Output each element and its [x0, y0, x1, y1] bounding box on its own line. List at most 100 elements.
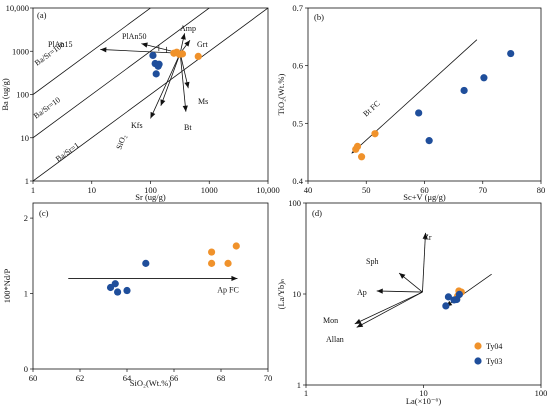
vector-label: Ap [357, 288, 367, 297]
data-point-ty03 [155, 60, 163, 68]
panel-label: (c) [39, 208, 49, 218]
x-axis-label: SiO₂(Wt.%) [130, 378, 172, 388]
legend-label: Ty04 [486, 342, 502, 351]
vector-arrowhead [182, 105, 188, 112]
y-tick-label: 100 [16, 90, 29, 100]
ratio-line-label: Ba/Sr=10 [32, 95, 62, 120]
x-tick-label: 100 [144, 185, 157, 195]
data-point-ty03 [480, 74, 488, 82]
panel-label: (a) [37, 10, 47, 20]
data-point-ty03 [415, 109, 423, 117]
legend-marker-ty03 [474, 357, 482, 365]
y-axis-label: Ba (ug/g) [0, 78, 10, 111]
y-tick-label: 0 [24, 364, 28, 374]
fc-line [351, 39, 478, 154]
x-tick-label: 50 [362, 185, 371, 195]
x-tick-label: 70 [264, 373, 273, 383]
vector-label: Mon [323, 316, 338, 325]
panel-a: 11 10 10 100 100 1000 1000 10,000 10,000 Sr (ug/g… [0, 3, 280, 202]
vector-line [179, 53, 187, 112]
plot-frame [32, 202, 269, 370]
x-tick-label: 62 [76, 373, 85, 383]
vector-label: PlAn50 [122, 32, 146, 41]
vector-label: Ms [198, 97, 208, 106]
data-point-ty04 [194, 52, 202, 61]
vector-line [354, 291, 423, 325]
vector-arrowhead [184, 81, 190, 89]
y-tick-label: 0.5 [292, 118, 303, 128]
data-point-ty04 [224, 259, 232, 267]
legend-marker-ty04 [474, 342, 482, 350]
y-tick-label: 10 [293, 289, 302, 299]
vector-label: PlAn15 [48, 40, 72, 49]
data-point-ty04 [353, 142, 362, 150]
panel-b: 40 50 60 70 80 0.4 0.5 0.6 0.7 Sc+V (μg/g) TiO₂(Wt… [276, 3, 545, 202]
y-tick-label: 0.6 [292, 61, 303, 71]
vector-arrowhead [100, 47, 107, 53]
data-point-ty04 [208, 248, 216, 256]
x-tick-label: 10,000 [256, 185, 279, 195]
x-tick-label: 40 [304, 185, 313, 195]
vector-arrowhead [180, 33, 186, 40]
vector-label: Bt [184, 123, 192, 132]
vector-label: Allan [326, 335, 344, 344]
x-tick-label: 10 [88, 185, 97, 195]
y-tick-label: 2 [24, 213, 28, 223]
fc-label: Bt FC [361, 99, 381, 119]
y-tick-label: 10,000 [6, 3, 29, 13]
vector-line [376, 290, 423, 293]
vector-line [160, 53, 181, 106]
vector-arrowhead [422, 232, 428, 239]
x-tick-label: 60 [420, 185, 429, 195]
data-point-ty03 [111, 280, 119, 288]
vector-arrowhead [376, 288, 383, 294]
vector-line [356, 291, 423, 328]
vector-label: Kfs [131, 121, 143, 130]
data-point-ty03 [152, 70, 160, 78]
vector-arrowhead [184, 40, 190, 47]
x-tick-label: 1 [304, 388, 308, 398]
x-tick-label: 60 [29, 373, 38, 383]
ratio-line-label: Ba/Sr=1 [54, 141, 81, 164]
vector-arrowhead [356, 322, 364, 328]
vector-line [150, 53, 181, 119]
x-tick-label: 70 [479, 185, 488, 195]
x-tick-label: 68 [217, 373, 226, 383]
data-point-ty03 [442, 302, 450, 310]
x-tick-label: 80 [537, 185, 546, 195]
vector-label: SiO₂ [114, 133, 128, 151]
ratio-line [33, 8, 210, 139]
x-tick-label: 100 [535, 388, 548, 398]
vector-line [422, 232, 426, 293]
ratio-line [33, 8, 152, 95]
panel-d: 11 10 10 100 100 La(×10⁻⁶) (La/Yb)ₙ (d) Zr Sph Ap M… [276, 198, 547, 406]
vector-arrowhead [354, 318, 362, 324]
data-point-ty03 [114, 288, 122, 296]
y-tick-label: 1 [25, 176, 29, 186]
panel-c: 60 62 64 66 68 70 0 1 2 SiO₂(Wt.%) 100*Nd/P (c) Ap F… [2, 202, 273, 388]
x-axis-label: Sr (ug/g) [135, 192, 166, 202]
data-point-ty03 [444, 293, 453, 301]
y-axis-label: (La/Yb)ₙ [276, 278, 286, 309]
data-point-ty03 [149, 51, 157, 60]
vector-label: Zr [424, 233, 432, 242]
data-point-ty04 [178, 50, 187, 58]
legend-label: Ty03 [486, 357, 502, 366]
vector-arrowhead [399, 273, 406, 279]
data-point-ty03 [425, 137, 433, 145]
x-tick-label: 66 [170, 373, 179, 383]
x-tick-label: 1000 [201, 185, 218, 195]
data-point-ty03 [142, 259, 150, 267]
ratio-line [33, 8, 268, 181]
x-axis-label: Sc+V (μg/g) [403, 192, 446, 202]
y-tick-label: 1000 [12, 46, 29, 56]
data-point-ty04 [232, 242, 240, 250]
x-tick-label: 64 [123, 373, 132, 383]
y-axis-label: 100*Nd/P [2, 268, 12, 303]
x-tick-label: 10 [419, 388, 428, 398]
panel-label: (b) [314, 12, 324, 22]
vector-label: Amp [180, 24, 196, 33]
data-point-ty03 [507, 49, 515, 58]
y-tick-label: 0.7 [292, 3, 303, 13]
panel-label: (d) [312, 208, 322, 218]
